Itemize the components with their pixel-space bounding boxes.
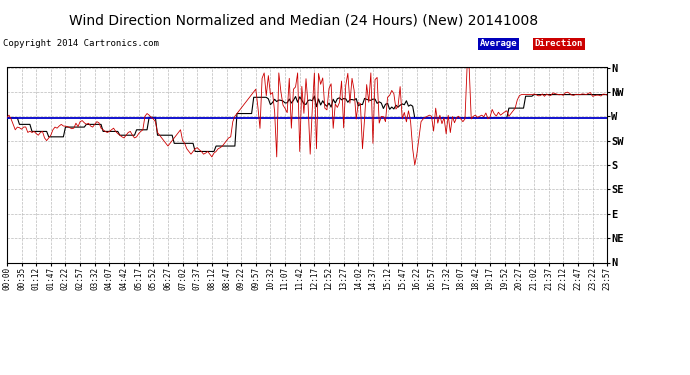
Text: Wind Direction Normalized and Median (24 Hours) (New) 20141008: Wind Direction Normalized and Median (24…: [69, 13, 538, 27]
Text: Copyright 2014 Cartronics.com: Copyright 2014 Cartronics.com: [3, 39, 159, 48]
Text: Average: Average: [480, 39, 518, 48]
Text: Direction: Direction: [535, 39, 583, 48]
